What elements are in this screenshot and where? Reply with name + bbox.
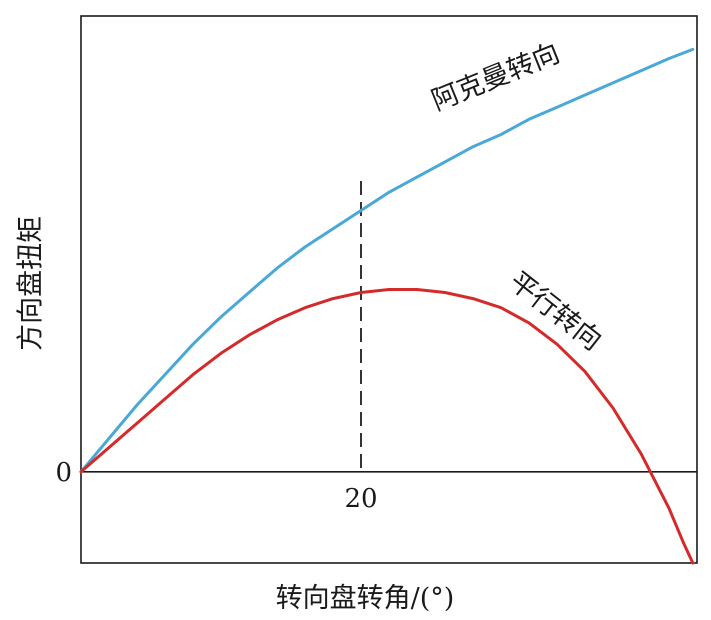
x-tick-label: 20 (344, 484, 377, 514)
series-label-ackermann: 阿克曼转向 (427, 38, 564, 117)
x-axis-label: 转向盘转角/(°) (276, 583, 455, 614)
y-axis-label: 方向盘扭矩 (16, 216, 47, 351)
series-line-parallel (79, 288, 695, 565)
y-tick-label: 0 (55, 458, 72, 488)
plot-frame (80, 15, 698, 564)
series-line-ackermann (79, 47, 695, 474)
